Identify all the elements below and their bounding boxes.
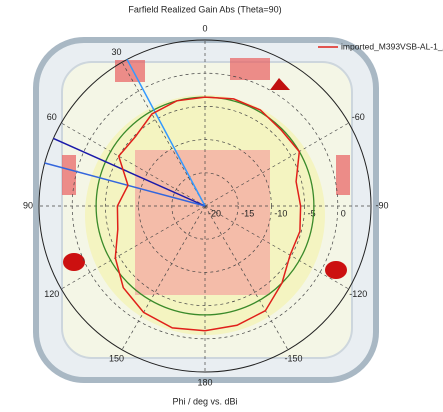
legend-label: imported_M393VSB-AL-1_Ant	[341, 41, 443, 51]
chart-title: Farfield Realized Gain Abs (Theta=90)	[128, 4, 281, 14]
r-tick-label: -5	[308, 208, 316, 218]
grid-spoke	[121, 205, 206, 350]
device-part	[336, 155, 350, 195]
device-chip	[135, 150, 270, 295]
grid-spoke	[61, 205, 206, 290]
device-part	[62, 155, 76, 195]
device-pad	[63, 253, 85, 271]
grid-spoke	[121, 62, 206, 207]
direction-marker	[53, 137, 206, 207]
grid-spoke	[204, 205, 289, 350]
r-tick-label: -10	[274, 208, 287, 218]
plot: -20 -15 -10 -5 0 0 30 60 90 120 150 180 -150 -120 -90 -…	[23, 23, 443, 387]
grid-circle	[171, 172, 239, 240]
axis-label: Phi / deg vs. dBi	[172, 396, 237, 406]
polar-frame	[38, 39, 372, 373]
theta-tick-label: -90	[375, 200, 388, 210]
theta-tick-label: -60	[352, 112, 365, 122]
theta-tick-label: -120	[349, 289, 367, 299]
r-tick-label: -20	[208, 208, 221, 218]
direction-marker	[126, 59, 206, 207]
series-line	[114, 96, 302, 332]
device-pad	[270, 78, 290, 90]
theta-tick-label: 30	[111, 47, 121, 57]
device-pad	[325, 261, 347, 279]
direction-marker	[44, 162, 206, 207]
grid-spoke	[204, 122, 349, 207]
r-tick-label: -15	[241, 208, 254, 218]
device-part	[230, 58, 270, 80]
theta-tick-label: -150	[284, 354, 302, 364]
theta-tick-label: 150	[109, 354, 124, 364]
device-part	[115, 60, 145, 82]
theta-tick-label: 90	[23, 200, 33, 210]
grid-spoke	[204, 205, 349, 290]
grid-spoke	[61, 122, 206, 207]
theta-tick-label: 120	[44, 289, 59, 299]
theta-tick-label: 180	[197, 377, 212, 387]
r-tick-label: 0	[341, 208, 346, 218]
grid-circle	[105, 106, 305, 306]
theta-tick-label: 0	[202, 23, 207, 33]
theta-tick-label: 60	[47, 112, 57, 122]
